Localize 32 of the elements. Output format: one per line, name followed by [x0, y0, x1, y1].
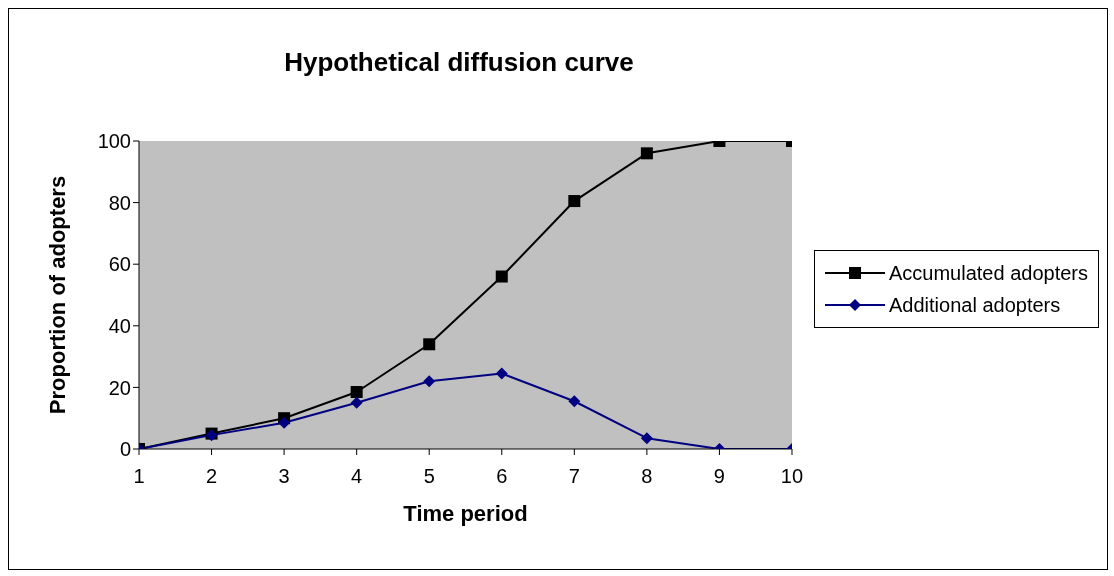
point [350, 396, 363, 409]
x-tick-label: 6 [496, 465, 508, 488]
x-tick-label: 8 [641, 465, 653, 488]
y-tick-label: 80 [108, 191, 131, 214]
x-tick-label: 10 [780, 465, 804, 488]
x-axis-title: Time period [403, 501, 528, 526]
point [568, 395, 581, 408]
x-tick-label: 7 [568, 465, 580, 488]
y-axis-title: Proportion of adopters [44, 175, 70, 415]
y-tick-label: 20 [108, 376, 131, 399]
y-tick-label: 40 [108, 314, 131, 337]
legend-label: Additional adopters [888, 293, 1061, 317]
y-tick-label: 0 [119, 438, 131, 461]
point [640, 432, 653, 445]
x-tick-label: 3 [278, 465, 290, 488]
legend-label: Accumulated adopters [888, 261, 1088, 285]
x-tick-label: 2 [205, 465, 218, 488]
point [350, 386, 363, 399]
point [568, 195, 581, 208]
y-tick-label: 100 [97, 130, 131, 153]
x-tick-label: 4 [351, 465, 363, 488]
chart-title: Hypothetical diffusion curve [283, 47, 635, 78]
point [423, 375, 436, 388]
x-tick-label: 5 [423, 465, 435, 488]
point [495, 367, 508, 380]
point [640, 147, 653, 160]
y-tick-label: 60 [108, 253, 131, 276]
point [423, 338, 436, 351]
x-tick-label: 1 [133, 465, 145, 488]
point [278, 416, 291, 429]
x-tick-label: 9 [713, 465, 725, 488]
point [495, 270, 508, 283]
